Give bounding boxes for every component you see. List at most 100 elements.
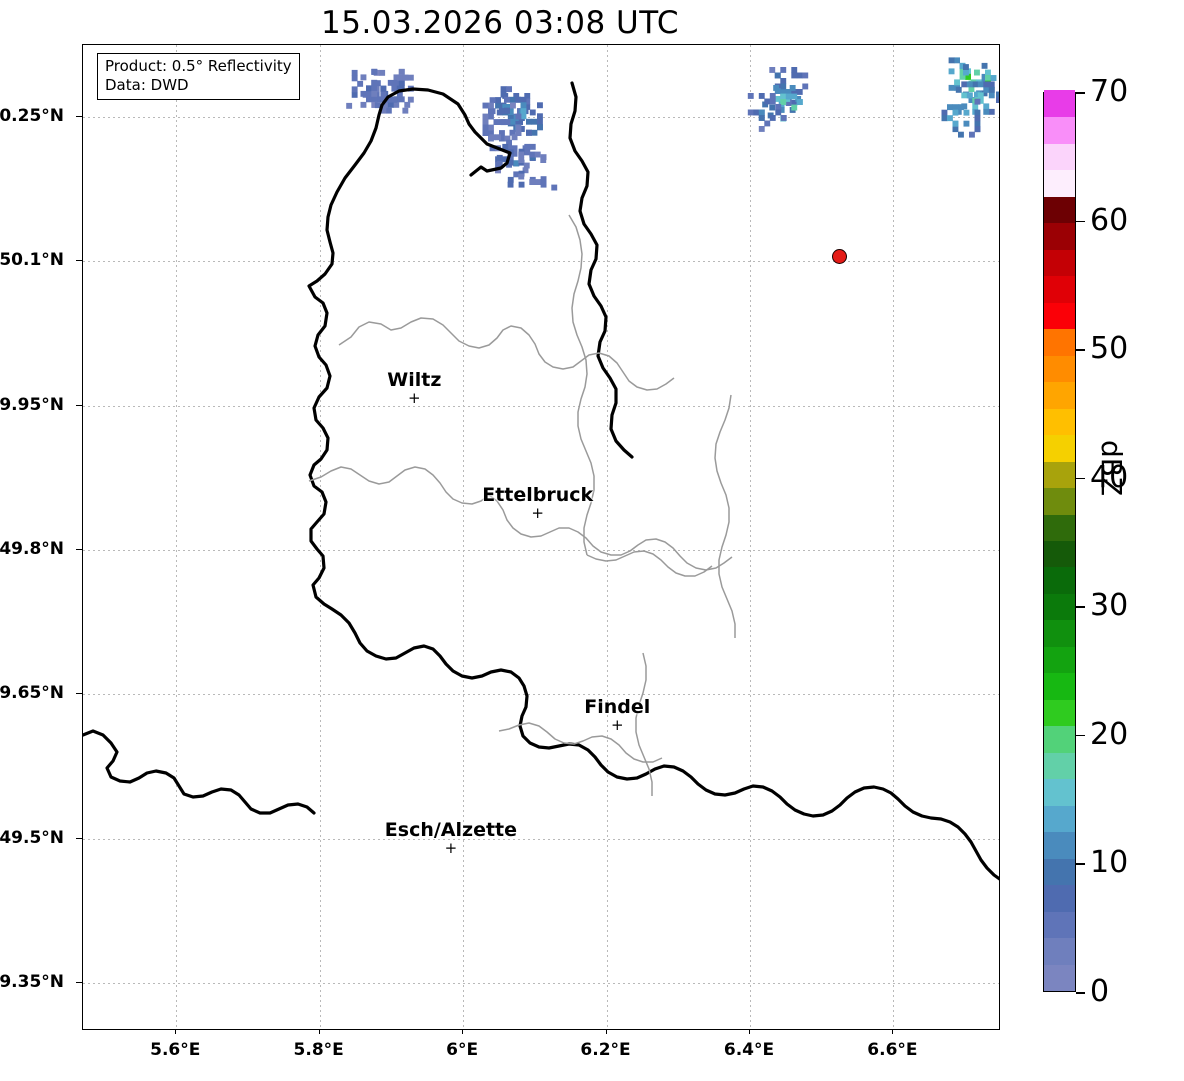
- gridline-horizontal: [83, 550, 999, 552]
- radar-echo-cell: [351, 86, 358, 93]
- radar-echo-cell: [537, 124, 543, 131]
- y-axis-tick-mark: [76, 837, 82, 839]
- radar-echo-cell: [496, 154, 503, 161]
- radar-echo-cell: [504, 107, 510, 114]
- radar-echo-cell: [789, 85, 796, 91]
- radar-echo-cell: [502, 143, 509, 150]
- radar-echo-cell: [983, 108, 990, 115]
- radar-echo-cell: [764, 120, 771, 127]
- radar-echo-cell: [499, 119, 505, 125]
- colorbar-band: [1044, 911, 1075, 939]
- radar-echo-cell: [780, 83, 787, 90]
- colorbar-band: [1044, 540, 1075, 568]
- radar-echo-cell: [374, 80, 381, 87]
- radar-echo-cell: [488, 113, 494, 120]
- gridline-vertical: [893, 45, 895, 1029]
- y-axis-tick-mark: [76, 404, 82, 406]
- colorbar-tick-label: 0: [1090, 974, 1110, 1009]
- colorbar-band: [1044, 196, 1075, 224]
- radar-echo-cell: [507, 109, 514, 116]
- colorbar-band: [1044, 302, 1075, 330]
- colorbar-band: [1044, 699, 1075, 727]
- radar-echo-cell: [513, 171, 520, 178]
- product-line: Product: 0.5° Reflectivity: [105, 57, 292, 75]
- colorbar-tick-label: 60: [1090, 202, 1129, 238]
- radar-echo-cell: [524, 104, 531, 110]
- radar-map-plot[interactable]: Wiltz + Ettelbruck + Findel + Esch/Alzette + Pr…: [82, 44, 1000, 1030]
- city-name: Ettelbruck: [482, 483, 594, 506]
- colorbar-tick-label: 40: [1090, 459, 1129, 495]
- radar-echo-cell: [509, 96, 516, 103]
- radar-echo-cell: [515, 113, 522, 120]
- colorbar-band: [1044, 513, 1075, 541]
- city-marker-icon: +: [531, 503, 544, 522]
- radar-echo-cell: [955, 86, 962, 93]
- radar-echo-cell: [493, 119, 500, 125]
- radar-echo-cell: [968, 97, 975, 103]
- radar-echo-cell: [780, 93, 787, 100]
- canton-boundary: [714, 394, 736, 638]
- page-title: 15.03.2026 03:08 UTC: [321, 5, 679, 41]
- radar-echo-cell: [961, 103, 968, 110]
- radar-echo-layer: [346, 57, 999, 191]
- radar-echo-cell: [780, 89, 787, 95]
- radar-echo-cell: [496, 160, 503, 167]
- map-vector-layer: [83, 57, 999, 881]
- radar-echo-cell: [778, 107, 785, 113]
- colorbar-band: [1044, 805, 1075, 833]
- city-label-esch-alzette: Esch/Alzette +: [385, 819, 517, 856]
- radar-echo-cell: [952, 104, 959, 111]
- radar-echo-cell: [551, 184, 558, 191]
- radar-echo-cell: [371, 90, 378, 97]
- radar-echo-cell: [963, 109, 970, 116]
- radar-echo-cell: [791, 104, 798, 111]
- radar-echo-cell: [974, 109, 981, 116]
- radar-echo-cell: [758, 115, 765, 121]
- radar-echo-cell: [955, 108, 962, 115]
- radar-echo-cell: [966, 81, 973, 88]
- radar-echo-cell: [972, 81, 979, 88]
- city-marker-icon: +: [408, 389, 421, 408]
- radar-echo-cell: [753, 109, 760, 116]
- radar-echo-cell: [961, 92, 968, 99]
- radar-echo-cell: [974, 120, 981, 127]
- radar-echo-cell: [969, 131, 975, 138]
- radar-echo-cell: [802, 83, 809, 90]
- radar-echo-cell: [357, 80, 364, 87]
- radar-echo-cell: [948, 68, 955, 75]
- radar-echo-cell: [963, 64, 969, 70]
- x-axis-tick-mark: [748, 1028, 750, 1034]
- radar-echo-cell: [773, 85, 780, 91]
- radar-echo-cell: [758, 93, 765, 99]
- radar-echo-cell: [977, 92, 984, 99]
- y-axis-tick-mark: [76, 260, 82, 262]
- radar-echo-cell: [974, 91, 980, 98]
- colorbar-tick-label: 70: [1090, 74, 1129, 109]
- radar-echo-cell: [791, 100, 798, 106]
- radar-echo-cell: [974, 126, 981, 133]
- colorbar[interactable]: [1043, 90, 1076, 992]
- radar-echo-cell: [387, 101, 394, 108]
- radar-echo-cell: [396, 85, 403, 92]
- radar-echo-cell: [488, 102, 494, 109]
- colorbar-tick-label: 30: [1090, 588, 1129, 624]
- radar-site-marker[interactable]: [832, 249, 848, 265]
- data-source-line: Data: DWD: [105, 76, 189, 94]
- y-axis-tick-label: 50.25°N: [0, 106, 64, 127]
- radar-echo-cell: [489, 134, 496, 141]
- radar-echo-cell: [531, 118, 538, 125]
- radar-echo-cell: [952, 109, 959, 116]
- radar-echo-cell: [398, 79, 405, 86]
- radar-echo-cell: [972, 103, 979, 110]
- radar-echo-cell: [500, 156, 507, 163]
- radar-echo-cell: [506, 139, 512, 146]
- radar-echo-cell: [502, 93, 509, 99]
- gridline-vertical: [463, 45, 465, 1029]
- radar-echo-cell: [366, 90, 372, 97]
- colorbar-tick-mark: [1076, 349, 1085, 351]
- radar-echo-cell: [774, 88, 781, 94]
- gridline-vertical: [319, 45, 321, 1029]
- radar-echo-cell: [747, 109, 754, 116]
- radar-echo-cell: [990, 75, 997, 81]
- y-axis-labels: 50.25°N 50.1°N 49.95°N 49.8°N 49.65°N 49.5°N 4…: [0, 44, 82, 1030]
